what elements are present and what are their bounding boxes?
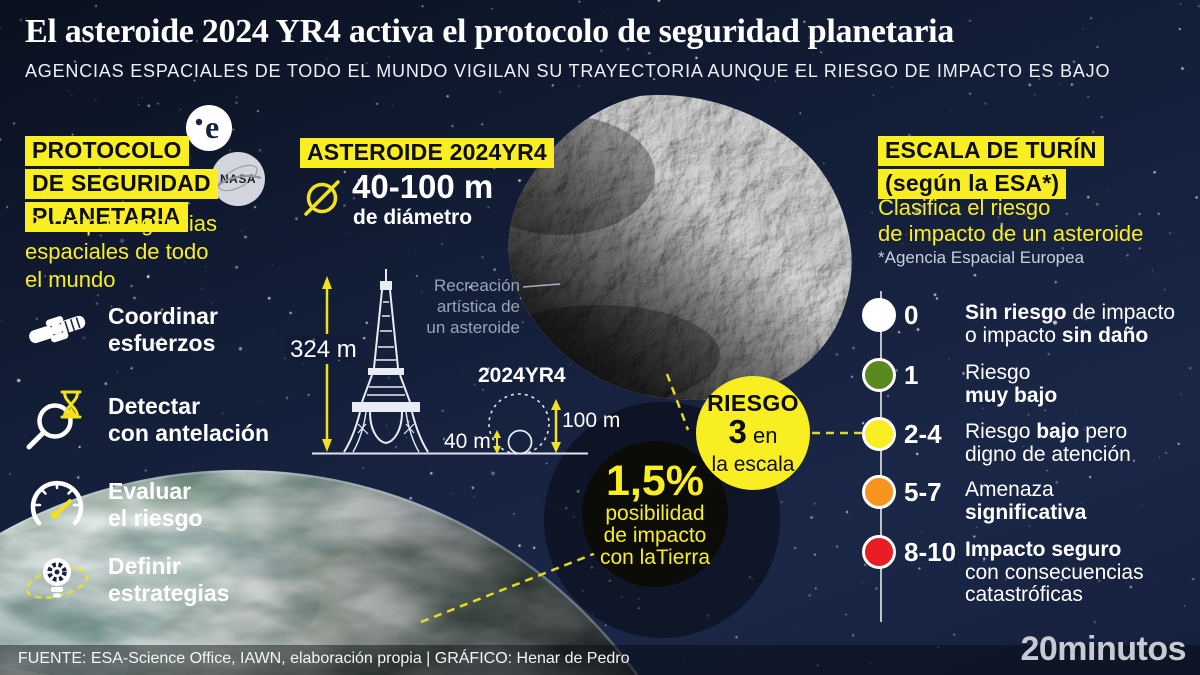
level-dot <box>862 535 896 569</box>
text-line: con consecuencias <box>965 562 1144 585</box>
impact-probability-value: 1,5% <box>606 459 704 503</box>
max-diameter-label: 100 m <box>562 409 620 433</box>
text-line: el riesgo <box>108 505 203 532</box>
action-label: Coordinar esfuerzos <box>108 303 218 357</box>
level-description: Amenaza significativa <box>965 479 1086 524</box>
handshake-icon <box>25 297 89 361</box>
protocol-intro: Participan agencias espaciales de todo el … <box>25 210 217 294</box>
text-line: de impacto de un asteroide <box>878 221 1143 247</box>
text-line: digno de atención <box>965 444 1131 467</box>
level-number: 2-4 <box>904 417 942 451</box>
risk-badge-caption: la escala <box>712 454 795 476</box>
text-line: Participan agencias <box>25 210 217 238</box>
asteroid-size-unit: de diámetro <box>353 206 472 230</box>
text-line: artística de <box>395 296 520 317</box>
action-label: Detectar con antelación <box>108 393 269 447</box>
20minutos-logo: 20minutos <box>1020 630 1186 669</box>
turin-scale-heading: ESCALA DE TURÍN (según la ESA*) <box>878 136 1104 202</box>
text-line: ASTEROIDE 2024YR4 <box>300 138 554 168</box>
action-label: Definir estrategias <box>108 553 229 607</box>
text-line: ESCALA DE TURÍN <box>878 136 1104 166</box>
asteroid-size-value: 40-100 m <box>352 168 493 206</box>
text-line: PROTOCOLO <box>25 136 189 166</box>
text-line: con antelación <box>108 420 269 447</box>
text-line: esfuerzos <box>108 330 218 357</box>
level-dot <box>862 358 896 392</box>
text-line: Riesgo bajo pero <box>965 421 1131 444</box>
action-label: Evaluar el riesgo <box>108 478 203 532</box>
text-line: un asteroide <box>395 317 520 338</box>
level-dot <box>862 475 896 509</box>
asteroid-name-label: 2024YR4 <box>478 364 566 388</box>
nasa-logo: NASA <box>211 152 265 206</box>
text-line: Detectar <box>108 393 269 420</box>
turin-scale-description: Clasifica el riesgo de impacto de un aste… <box>878 195 1143 247</box>
level-dot <box>862 298 896 332</box>
turin-risk-badge: RIESGO 3 en la escala <box>696 376 810 490</box>
text-line: Evaluar <box>108 478 203 505</box>
risk-badge-value: 3 en <box>729 417 778 454</box>
level-number: 8-10 <box>904 535 956 569</box>
text-line: Riesgo <box>965 362 1057 385</box>
source-credit: FUENTE: ESA-Science Office, IAWN, elabor… <box>18 650 630 668</box>
level-description: Riesgo muy bajo <box>965 362 1057 407</box>
infographic-canvas: El asteroide 2024 YR4 activa el protocol… <box>0 0 1200 675</box>
level-description: Impacto seguro con consecuencias catastróf… <box>965 539 1144 607</box>
level-number: 0 <box>904 298 918 332</box>
text-line: Impacto seguro <box>965 539 1144 562</box>
diameter-icon <box>299 175 345 226</box>
impact-badge-line: con laTierra <box>600 547 710 569</box>
text-line: Sin riesgo de impacto <box>965 302 1175 325</box>
text-line: Definir <box>108 553 229 580</box>
text-line: catastróficas <box>965 584 1144 607</box>
page-title: El asteroide 2024 YR4 activa el protocol… <box>25 13 954 51</box>
tower-height-label: 324 m <box>290 336 357 364</box>
text-line: Coordinar <box>108 303 218 330</box>
esa-footnote: *Agencia Espacial Europea <box>878 248 1084 268</box>
level-description: Riesgo bajo pero digno de atención <box>965 421 1131 466</box>
text-line: significativa <box>965 502 1086 525</box>
text-line: Amenaza <box>965 479 1086 502</box>
action-evaluate: Evaluar el riesgo <box>25 472 305 542</box>
magnifier-hourglass-icon <box>25 387 89 451</box>
text-line: DE SEGURIDAD <box>25 169 218 199</box>
text-line: estrategias <box>108 580 229 607</box>
min-diameter-label: 40 m <box>444 430 491 454</box>
turin-level-row: 8-10 Impacto seguro con consecuencias cata… <box>860 535 1195 615</box>
risk-badge-title: RIESGO <box>707 390 799 417</box>
artistic-recreation-note: Recreación artística de un asteroide <box>395 275 520 338</box>
lightbulb-gear-icon <box>25 547 89 611</box>
impact-badge-line: de impacto <box>604 525 707 547</box>
text-line: muy bajo <box>965 385 1057 408</box>
action-define: Definir estrategias <box>25 547 305 617</box>
level-number: 5-7 <box>904 475 942 509</box>
asteroid-section-heading: ASTEROIDE 2024YR4 <box>300 138 554 171</box>
level-description: Sin riesgo de impacto o impacto sin daño <box>965 302 1175 347</box>
level-number: 1 <box>904 358 918 392</box>
action-coordinate: Coordinar esfuerzos <box>25 297 305 367</box>
text-line: el mundo <box>25 266 217 294</box>
text-line: espaciales de todo <box>25 238 217 266</box>
level-dot <box>862 417 896 451</box>
svg-text:NASA: NASA <box>220 172 256 186</box>
text-line: Clasifica el riesgo <box>878 195 1143 221</box>
page-subtitle: AGENCIAS ESPACIALES DE TODO EL MUNDO VIG… <box>25 61 1110 82</box>
action-detect: Detectar con antelación <box>25 387 305 457</box>
text-line: Recreación <box>395 275 520 296</box>
nasa-logo-icon: NASA <box>211 152 265 206</box>
gauge-icon <box>25 472 89 536</box>
text-line: o impacto sin daño <box>965 325 1175 348</box>
impact-badge-line: posibilidad <box>605 503 704 525</box>
